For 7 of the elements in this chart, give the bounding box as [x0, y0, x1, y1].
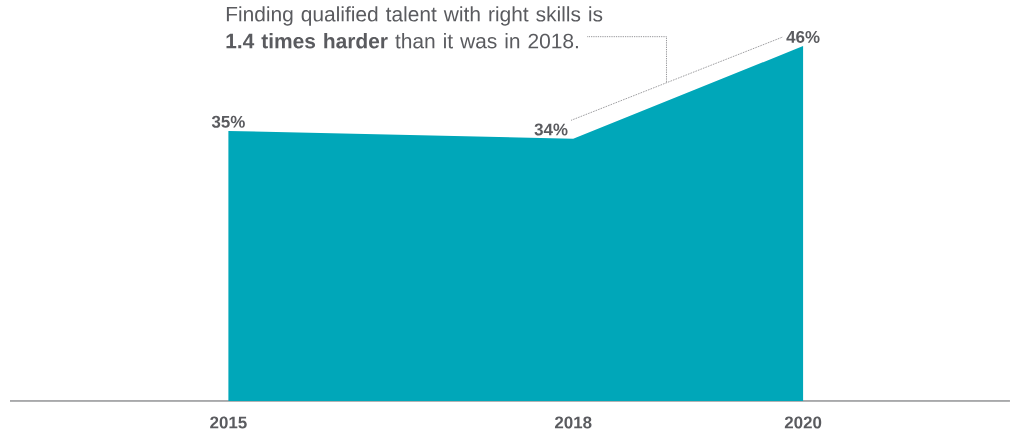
x-tick-label: 2018 [554, 416, 592, 429]
data-label: 34% [534, 123, 568, 136]
annotation: Finding qualified talent with right skills is 1.4 times harder than it was in 2018. [226, 6, 603, 49]
x-tick-label: 2015 [210, 416, 247, 429]
data-label: 35% [211, 115, 245, 128]
data-label: 46% [786, 30, 820, 43]
x-tick-label: 2020 [784, 416, 822, 429]
